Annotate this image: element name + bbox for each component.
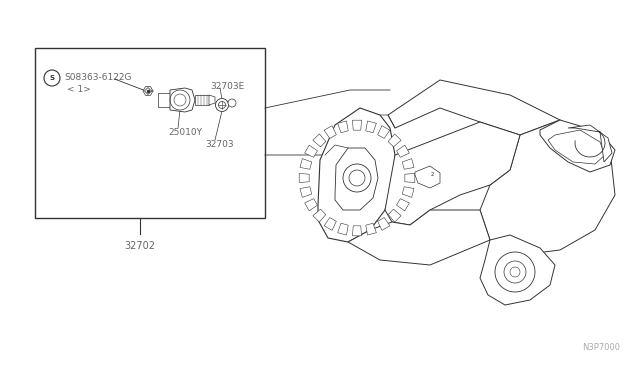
Polygon shape xyxy=(388,80,560,135)
Polygon shape xyxy=(568,125,612,162)
Polygon shape xyxy=(397,145,410,157)
Polygon shape xyxy=(480,235,555,305)
Polygon shape xyxy=(405,173,415,183)
Text: 2: 2 xyxy=(430,171,434,176)
Bar xyxy=(158,93,170,107)
Polygon shape xyxy=(300,187,312,198)
Circle shape xyxy=(44,70,60,86)
Polygon shape xyxy=(403,187,414,198)
Polygon shape xyxy=(335,148,378,210)
Polygon shape xyxy=(324,218,337,230)
Polygon shape xyxy=(388,209,401,222)
Polygon shape xyxy=(170,88,195,112)
Circle shape xyxy=(228,99,236,107)
Polygon shape xyxy=(385,122,520,225)
Polygon shape xyxy=(353,226,362,236)
Polygon shape xyxy=(305,145,317,157)
Polygon shape xyxy=(305,199,317,211)
Polygon shape xyxy=(353,120,362,130)
Text: 32703: 32703 xyxy=(205,140,234,149)
Polygon shape xyxy=(540,120,615,172)
Polygon shape xyxy=(209,95,215,105)
Text: S08363-6122G: S08363-6122G xyxy=(64,74,131,83)
Polygon shape xyxy=(397,199,410,211)
Polygon shape xyxy=(324,126,337,138)
Polygon shape xyxy=(548,130,605,164)
Polygon shape xyxy=(300,158,312,169)
Polygon shape xyxy=(338,223,348,235)
Circle shape xyxy=(216,99,228,112)
Polygon shape xyxy=(318,108,395,242)
Polygon shape xyxy=(378,218,390,230)
Text: 32703E: 32703E xyxy=(210,82,244,91)
Bar xyxy=(35,48,265,218)
Polygon shape xyxy=(365,223,376,235)
Polygon shape xyxy=(388,134,401,147)
Polygon shape xyxy=(299,173,309,183)
Polygon shape xyxy=(415,166,440,188)
Bar xyxy=(195,95,209,105)
Text: S: S xyxy=(49,75,54,81)
Polygon shape xyxy=(378,126,390,138)
Polygon shape xyxy=(348,210,490,265)
Polygon shape xyxy=(403,158,414,169)
Circle shape xyxy=(343,164,371,192)
Text: N3P7000: N3P7000 xyxy=(582,343,620,352)
Polygon shape xyxy=(313,134,326,147)
Text: < 1>: < 1> xyxy=(67,84,91,93)
Polygon shape xyxy=(338,121,348,133)
Text: 25010Y: 25010Y xyxy=(168,128,202,137)
Text: 32702: 32702 xyxy=(125,241,156,251)
Polygon shape xyxy=(480,120,615,255)
Polygon shape xyxy=(365,121,376,133)
Polygon shape xyxy=(313,209,326,222)
